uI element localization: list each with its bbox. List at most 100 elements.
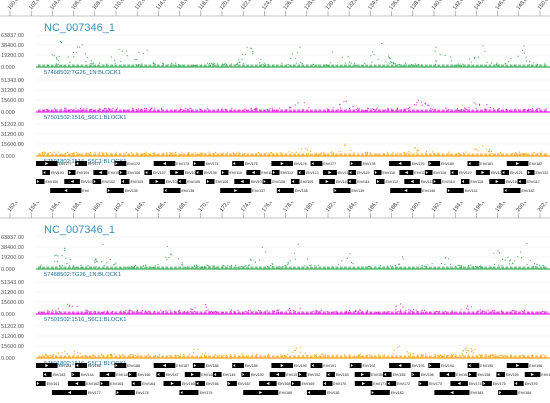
gene-feature[interactable]: EhV114 bbox=[322, 170, 351, 175]
gene-feature[interactable]: EhV184 bbox=[498, 390, 531, 395]
gene-feature[interactable]: EhV116 bbox=[373, 170, 395, 175]
gene-feature[interactable]: EhV107 bbox=[144, 170, 166, 175]
gene-feature[interactable]: EhV161 bbox=[36, 381, 59, 386]
gene-feature[interactable]: EhV194 bbox=[428, 363, 454, 368]
gene-feature[interactable]: EhV101 bbox=[64, 179, 94, 184]
gene-feature[interactable]: EhV114 bbox=[432, 179, 455, 184]
gene-feature[interactable]: EhV177 bbox=[310, 161, 337, 166]
gene-feature[interactable]: EhV115 bbox=[461, 179, 483, 184]
gene-feature[interactable]: EhV179 bbox=[179, 390, 212, 395]
gene-feature[interactable]: EhV157 bbox=[439, 372, 469, 377]
gene-feature[interactable]: EhV154 bbox=[354, 372, 384, 377]
gene-feature[interactable]: EhV104 bbox=[67, 170, 89, 175]
gene-feature[interactable]: EhV117 bbox=[517, 179, 540, 184]
gene-feature[interactable]: EhV178 bbox=[349, 161, 376, 166]
gene-feature[interactable]: EhV144 bbox=[71, 372, 94, 377]
gene-feature[interactable]: EhV158 bbox=[468, 372, 490, 377]
gene-feature[interactable]: EhV118 bbox=[424, 170, 446, 175]
gene-feature[interactable]: EhV135 bbox=[106, 188, 138, 193]
genome-browser-view[interactable]: 152,000 154,000 156,000 158,000 160,000 162,0… bbox=[0, 202, 550, 403]
gene-feature[interactable]: EhV140 bbox=[390, 188, 435, 193]
gene-feature[interactable]: EhV103 bbox=[42, 170, 64, 175]
gene-feature[interactable]: EhV174 bbox=[450, 381, 482, 386]
gene-feature[interactable]: EhV188 bbox=[192, 363, 219, 368]
gene-feature[interactable]: EhV185 bbox=[75, 363, 101, 368]
gene-feature[interactable]: EhV180 bbox=[243, 390, 292, 395]
gene-feature[interactable]: EhV120 bbox=[475, 170, 504, 175]
gene-feature[interactable]: EhV104 bbox=[149, 179, 179, 184]
gene-feature[interactable]: EhV139 bbox=[333, 188, 365, 193]
gene-feature[interactable]: EhV177 bbox=[36, 161, 71, 166]
gene-feature[interactable]: EhV116 bbox=[489, 179, 518, 184]
gene-feature[interactable]: EhV179 bbox=[389, 161, 424, 166]
gene-feature[interactable]: EhV121 bbox=[501, 170, 523, 175]
coverage-track[interactable]: 51202.0031200.0015600.000.00057501802:15… bbox=[1, 324, 550, 367]
gene-feature[interactable]: EhV173 bbox=[418, 381, 442, 386]
gene-feature[interactable]: EhV143 bbox=[43, 372, 65, 377]
gene-feature[interactable]: EhV111 bbox=[347, 179, 370, 184]
gene-feature[interactable]: EhV184 bbox=[36, 363, 71, 368]
gene-feature[interactable]: EhV175 bbox=[482, 381, 506, 386]
gene-feature[interactable]: EhV108 bbox=[169, 170, 198, 175]
gene-feature[interactable]: EhV117 bbox=[399, 170, 427, 175]
gene-feature[interactable]: EhV bbox=[50, 188, 90, 193]
gene-feature[interactable]: EhV170 bbox=[322, 381, 346, 386]
coverage-track[interactable]: 51343.00 31200.00 15600.00 0.000 57501502:15… bbox=[1, 78, 550, 121]
gene-feature[interactable]: EhV107 bbox=[234, 179, 264, 184]
coverage-track[interactable]: 51343.00 31200.00 15600.00 0.000 57501502:15… bbox=[1, 280, 550, 323]
gene-feature[interactable]: EhV136 bbox=[163, 188, 195, 193]
gene-feature[interactable]: EhV163 bbox=[99, 381, 123, 386]
gene-feature[interactable]: EhV148 bbox=[184, 372, 214, 377]
gene-feature[interactable]: EhV166 bbox=[195, 381, 219, 386]
gene-feature[interactable]: EhV193 bbox=[389, 363, 424, 368]
gene-feature[interactable]: EhV113 bbox=[404, 179, 433, 184]
gene-feature[interactable]: EhV181 bbox=[306, 390, 340, 395]
gene-feature[interactable]: EhV195 bbox=[467, 363, 494, 368]
gene-feature[interactable]: EhV145 bbox=[99, 372, 129, 377]
gene-feature[interactable]: EhV105 bbox=[177, 179, 200, 184]
gene-feature[interactable]: EhV106 bbox=[206, 179, 228, 184]
gene-feature[interactable]: EhV160 bbox=[524, 372, 550, 377]
gene-feature[interactable]: EhV189 bbox=[232, 363, 258, 368]
gene-feature[interactable]: EhV108 bbox=[262, 179, 285, 184]
gene-feature[interactable]: EhV138 bbox=[276, 188, 308, 193]
gene-feature[interactable]: EhV115 bbox=[348, 170, 370, 175]
coverage-track[interactable]: 51202.0031200.0015600.000.00057501802:15… bbox=[1, 122, 550, 165]
gene-feature[interactable]: EhV165 bbox=[163, 381, 195, 386]
gene-feature[interactable]: EhV167 bbox=[227, 381, 251, 386]
gene-feature[interactable]: EhV169 bbox=[291, 381, 314, 386]
gene-feature[interactable]: EhV122 bbox=[526, 170, 548, 175]
gene-feature[interactable]: EhV103 bbox=[121, 179, 143, 184]
gene-feature[interactable]: EhV112 bbox=[376, 179, 398, 184]
gene-feature[interactable]: EhV191 bbox=[310, 363, 337, 368]
gene-feature[interactable]: EhV182 bbox=[370, 390, 404, 395]
gene-feature[interactable]: EhV183 bbox=[434, 390, 483, 395]
gene-feature[interactable]: EhV109 bbox=[291, 179, 313, 184]
gene-feature[interactable]: EhV152 bbox=[298, 372, 320, 377]
gene-feature[interactable]: EhV153 bbox=[326, 372, 349, 377]
gene-feature[interactable]: EhV172 bbox=[114, 161, 140, 166]
gene-feature[interactable]: EhV186 bbox=[114, 363, 140, 368]
gene-feature[interactable]: EhV176 bbox=[514, 381, 537, 386]
gene-feature[interactable]: EhV105 bbox=[93, 170, 121, 175]
gene-feature[interactable]: EhV177 bbox=[51, 390, 101, 395]
gene-feature[interactable]: EhV171 bbox=[354, 381, 386, 386]
gene-feature[interactable]: EhV110 bbox=[220, 170, 242, 175]
gene-feature[interactable]: EhV173 bbox=[153, 161, 189, 166]
gene-feature[interactable]: EhV187 bbox=[153, 363, 189, 368]
gene-feature[interactable]: EhV181 bbox=[467, 161, 494, 166]
gene-feature[interactable]: EhV146 bbox=[128, 372, 150, 377]
gene-feature[interactable]: EhV141 bbox=[446, 188, 478, 193]
gene-feature[interactable]: EhV182 bbox=[506, 161, 542, 166]
gene-feature[interactable]: EhV106 bbox=[118, 170, 140, 175]
gene-feature[interactable]: EhV176 bbox=[271, 161, 307, 166]
coverage-track[interactable]: 63837.00 38400.00 19200.00 0.000 57468502:TG… bbox=[1, 33, 550, 76]
gene-feature[interactable]: EhV137 bbox=[220, 188, 265, 193]
gene-feature[interactable]: EhV156 bbox=[411, 372, 434, 377]
gene-feature[interactable]: EhV142 bbox=[503, 188, 535, 193]
gene-feature[interactable]: EhV159 bbox=[496, 372, 519, 377]
gene-feature[interactable]: EhV147 bbox=[156, 372, 179, 377]
gene-feature[interactable]: EhV180 bbox=[428, 161, 454, 166]
gene-feature[interactable]: EhV119 bbox=[450, 170, 472, 175]
gene-feature[interactable]: EhV162 bbox=[67, 381, 99, 386]
